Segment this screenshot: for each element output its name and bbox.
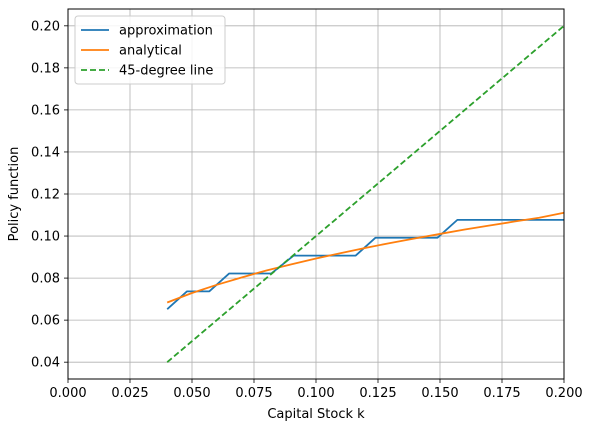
- x-axis-title: Capital Stock k: [267, 407, 365, 422]
- y-tick-label: 0.18: [31, 61, 60, 76]
- x-tick-label: 0.175: [483, 386, 520, 401]
- legend-label: 45-degree line: [119, 64, 213, 79]
- x-tick-label: 0.025: [111, 386, 148, 401]
- x-tick-label: 0.050: [173, 386, 210, 401]
- x-tick-label: 0.125: [359, 386, 396, 401]
- series-line-approximation: [166, 218, 564, 310]
- legend: approximation analytical 45-degree line: [74, 15, 226, 85]
- y-axis-title: Policy function: [7, 147, 22, 242]
- legend-label: approximation: [119, 24, 213, 39]
- y-tick-label: 0.20: [31, 19, 60, 34]
- x-tick-label: 0.200: [545, 386, 582, 401]
- y-tick-label: 0.14: [31, 145, 60, 160]
- x-tick-label: 0.100: [297, 386, 334, 401]
- legend-label: analytical: [119, 44, 182, 59]
- y-tick-label: 0.12: [31, 188, 60, 203]
- legend-box: [74, 15, 226, 85]
- grid-lines: [67, 9, 565, 379]
- x-tick-label: 0.150: [421, 386, 458, 401]
- y-tick-label: 0.04: [31, 356, 60, 371]
- series-line-analytical: [166, 211, 565, 304]
- x-tick-label: 0.075: [235, 386, 272, 401]
- x-tick-label: 0.000: [49, 386, 86, 401]
- series-line-45-degree-line: [166, 25, 565, 363]
- y-tick-label: 0.06: [31, 314, 60, 329]
- y-axis-ticks: 0.04 0.06 0.08 0.10 0.12 0.14 0.16 0.18 0.20: [31, 19, 68, 371]
- y-tick-label: 0.10: [31, 230, 60, 245]
- y-tick-label: 0.16: [31, 103, 60, 118]
- y-tick-label: 0.08: [31, 272, 60, 287]
- x-axis-ticks: 0.000 0.025 0.050 0.075 0.100 0.125 0.150 0.175…: [49, 379, 583, 401]
- series-lines: [166, 25, 565, 363]
